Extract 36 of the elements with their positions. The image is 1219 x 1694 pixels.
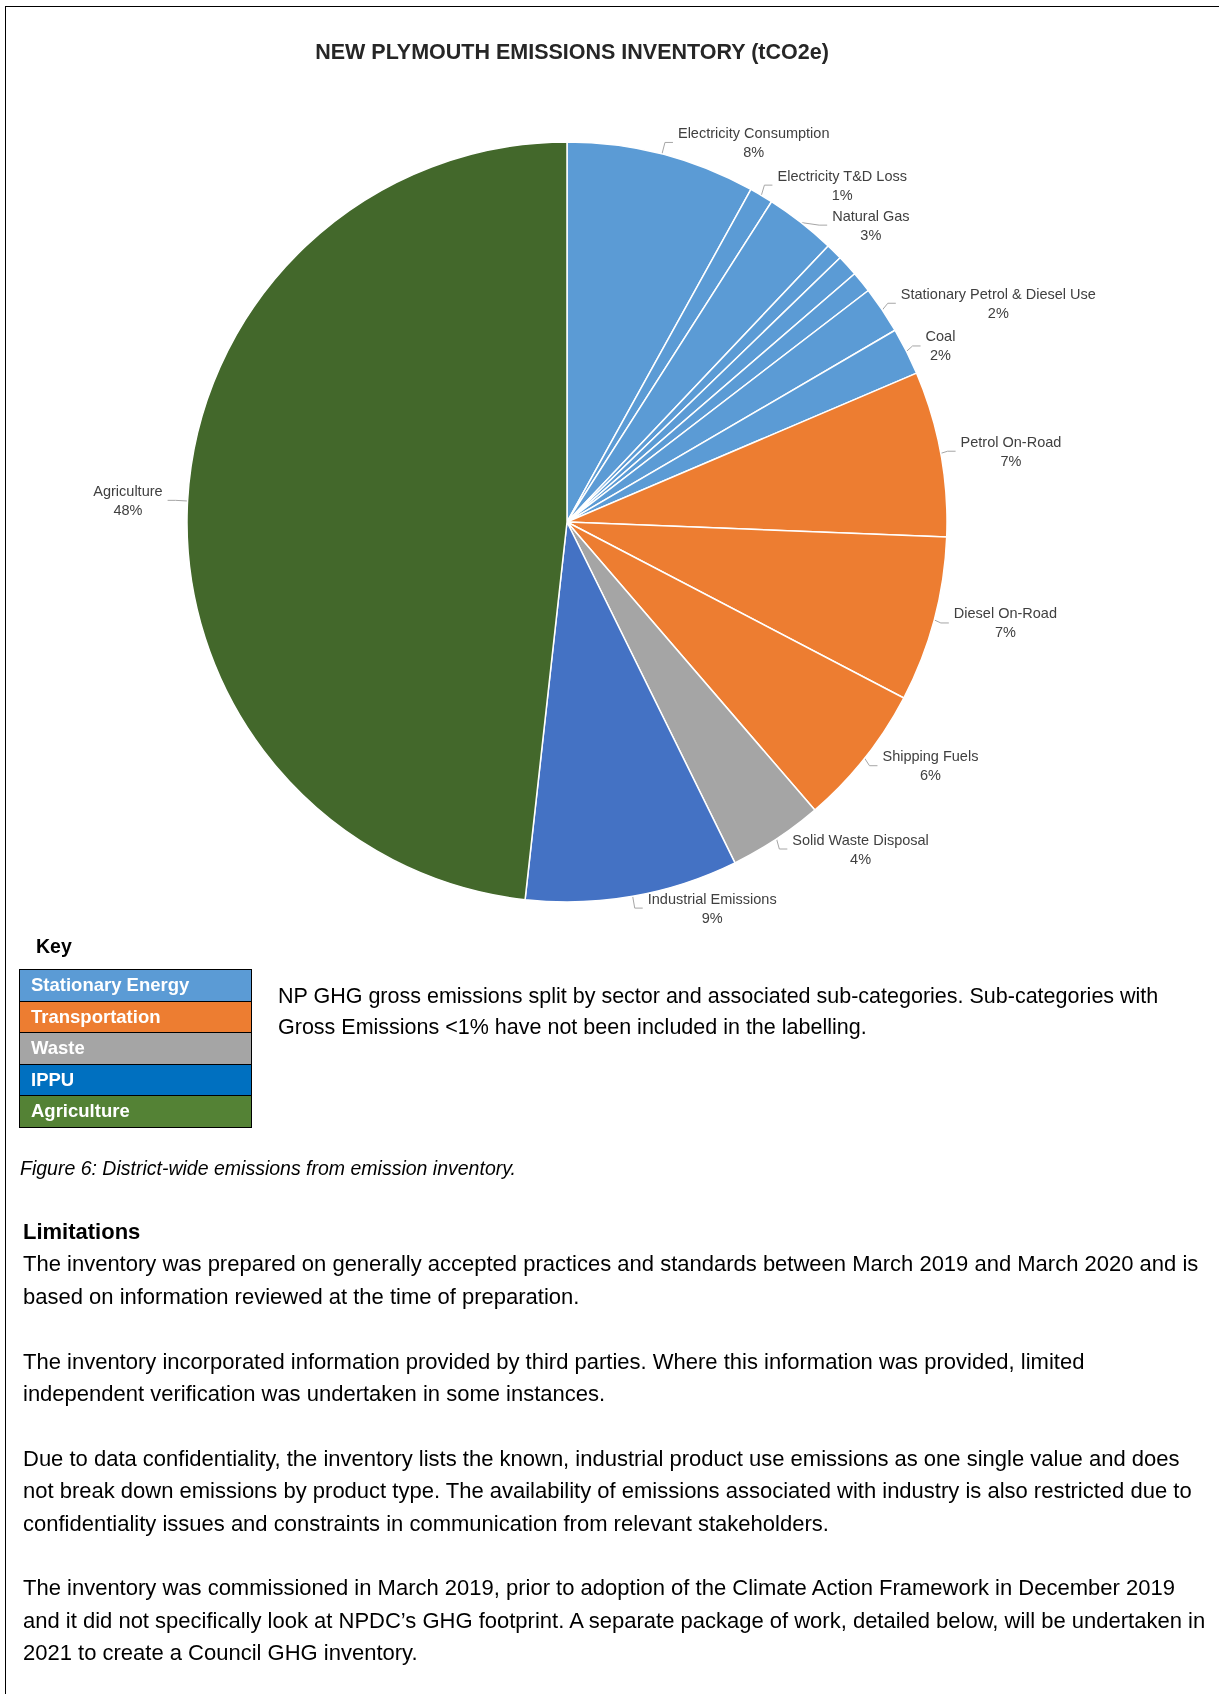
slice-label: Natural Gas [832, 207, 910, 224]
category-label: Waste [31, 1036, 85, 1060]
data-label: 2% [929, 347, 952, 364]
data-label: 3% [860, 226, 882, 243]
slice-label: Industrial Emissions [647, 890, 777, 907]
data-label: 2% [987, 304, 1009, 321]
text: The inventory was prepared on generally accepted practices and standards between March 2019 and March 2020 and is based on information reviewed at the time of preparation. [23, 1250, 1200, 1311]
category-label: Agriculture [31, 1099, 130, 1123]
data-label: 8% [743, 143, 765, 160]
slice-label: Electricity Consumption [677, 124, 830, 141]
text: The inventory was commissioned in March 2019, prior to adoption of the Climate Action Framework in December 2019 and it did not specifically look at NPDC’s GHG footprint. A separate package of work, detailed below, will be undertaken in 2021 to create a Council GHG inventory. [23, 1574, 1207, 1668]
category-label: Stationary Energy [31, 973, 190, 997]
text: Key [36, 935, 73, 957]
slice-label: Electricity T&D Loss [777, 167, 908, 184]
data-label: 1% [831, 186, 853, 203]
slice-label: Diesel On-Road [953, 605, 1057, 622]
text: Due to data confidentiality, the inventory lists the known, industrial product use emissions as one single value and does not break down emissions by product type. The availability of emissions associated with industry is also restricted due to confidentiality issues and constraints in communication from relevant stakeholders. [23, 1444, 1193, 1538]
slice-label: Solid Waste Disposal [792, 831, 929, 848]
text: NP GHG gross emissions split by sector and associated sub-categories. Sub-categories with Gross Emissions <1% have not been included in the labelling. [278, 983, 1160, 1041]
chart-title: NEW PLYMOUTH EMISSIONS INVENTORY (tCO2e) [315, 40, 829, 64]
data-label: 4% [850, 850, 872, 867]
caption: Figure 6: District-wide emissions from emission inventory. [20, 1156, 516, 1180]
slice-label: Coal [925, 328, 956, 345]
slice-label: Shipping Fuels [882, 748, 979, 765]
data-label: 48% [113, 501, 143, 518]
category-label: IPPU [31, 1067, 75, 1092]
data-label: 7% [994, 624, 1016, 641]
text: The inventory incorporated information provided by third parties. Where this information was provided, limited independent verification was undertaken in some instances. [23, 1347, 1086, 1408]
slice-label: Stationary Petrol & Diesel Use [900, 285, 1096, 302]
category-label: Transportation [31, 1004, 161, 1029]
slice-label: Agriculture [93, 482, 163, 499]
data-label: 9% [701, 909, 723, 926]
text: Limitations [23, 1218, 142, 1246]
slice-label: Petrol On-Road [960, 433, 1062, 450]
data-label: 6% [919, 767, 942, 784]
data-label: 7% [1000, 452, 1022, 469]
